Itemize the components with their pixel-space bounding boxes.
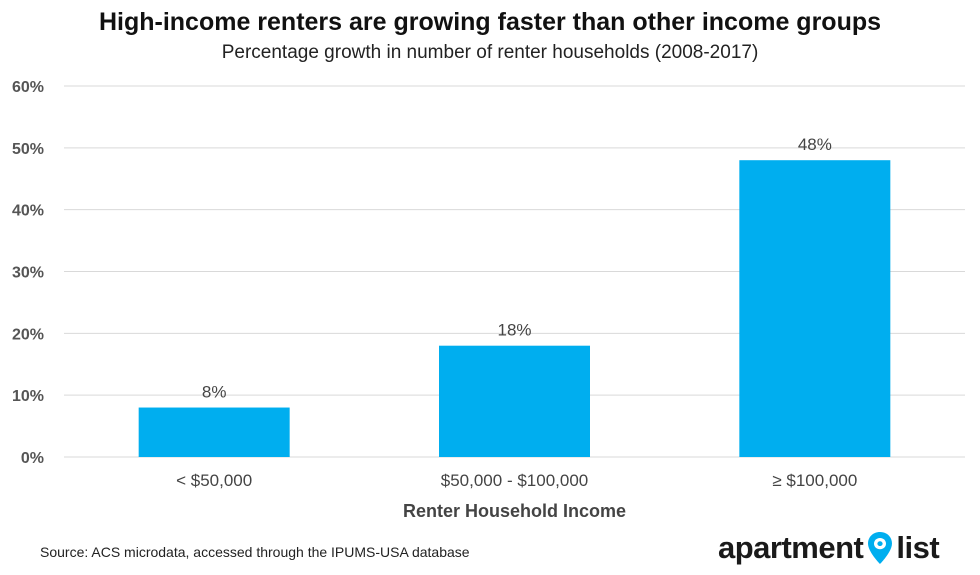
y-tick-label: 20%	[12, 326, 44, 343]
bar	[138, 407, 290, 457]
logo-word-list: list	[896, 530, 940, 565]
chart-title: High-income renters are growing faster t…	[98, 8, 882, 36]
x-axis-ticks: < $50,000 $50,000 - $100,000 ≥ $100,000	[176, 471, 857, 490]
y-axis-ticks: 0% 10% 20% 30% 40% 50% 60%	[12, 79, 44, 467]
y-tick-label: 0%	[21, 450, 44, 467]
map-pin-icon	[868, 532, 893, 564]
y-tick-label: 40%	[12, 203, 44, 220]
data-label: 18%	[497, 321, 531, 340]
logo-word-apartment: apartment	[718, 530, 864, 565]
bar	[739, 160, 891, 457]
bar	[439, 345, 590, 457]
y-tick-label: 10%	[12, 388, 44, 405]
x-axis-label: Renter Household Income	[403, 501, 626, 521]
data-label: 8%	[202, 383, 227, 402]
y-tick-label: 60%	[12, 79, 44, 96]
source-note: Source: ACS microdata, accessed through …	[40, 544, 470, 560]
y-tick-label: 30%	[12, 265, 44, 282]
x-tick-label: ≥ $100,000	[772, 471, 857, 490]
x-tick-label: $50,000 - $100,000	[441, 471, 588, 490]
chart-subtitle: Percentage growth in number of renter ho…	[221, 42, 759, 63]
y-tick-label: 50%	[12, 141, 44, 158]
bars	[138, 160, 891, 457]
data-label: 48%	[798, 135, 832, 154]
apartment-list-logo: apartment list	[718, 528, 940, 568]
x-tick-label: < $50,000	[176, 471, 252, 490]
data-labels: 8% 18% 48%	[202, 135, 832, 401]
